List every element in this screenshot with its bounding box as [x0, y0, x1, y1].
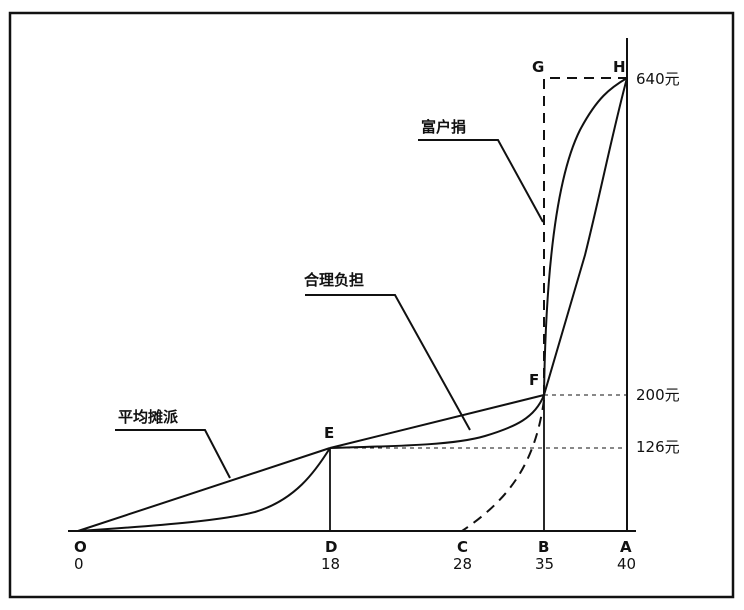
value-C: 28 — [453, 555, 472, 573]
callout-rich: 富户捐 — [421, 118, 466, 136]
curve-EF — [329, 394, 545, 449]
label-C: C — [457, 538, 468, 556]
callout-line-rich — [418, 139, 544, 223]
value-200: 200元 — [636, 386, 680, 404]
curve-FH-right — [543, 77, 628, 396]
curve-FH-left — [543, 77, 628, 396]
label-H: H — [613, 58, 626, 76]
frame — [8, 11, 735, 599]
line-OE — [77, 447, 331, 532]
callout-line-fair — [305, 294, 471, 431]
callout-equal: 平均摊派 — [118, 408, 179, 426]
callout-fair: 合理负担 — [303, 271, 364, 289]
label-A: A — [620, 538, 632, 556]
value-A: 40 — [617, 555, 636, 573]
dashed-rich-line — [543, 77, 627, 395]
label-O: O — [74, 538, 87, 556]
callout-line-equal — [115, 429, 231, 479]
label-G: G — [532, 58, 544, 76]
value-D: 18 — [321, 555, 340, 573]
value-O: 0 — [74, 555, 84, 573]
label-B: B — [538, 538, 549, 556]
label-D: D — [325, 538, 337, 556]
value-126: 126元 — [636, 438, 680, 456]
value-B: 35 — [535, 555, 554, 573]
curve-OE — [77, 447, 331, 532]
label-E: E — [324, 424, 334, 442]
label-F: F — [529, 371, 539, 389]
dashed-curve-C — [461, 399, 545, 532]
line-EF — [329, 394, 545, 449]
value-640: 640元 — [636, 70, 680, 88]
